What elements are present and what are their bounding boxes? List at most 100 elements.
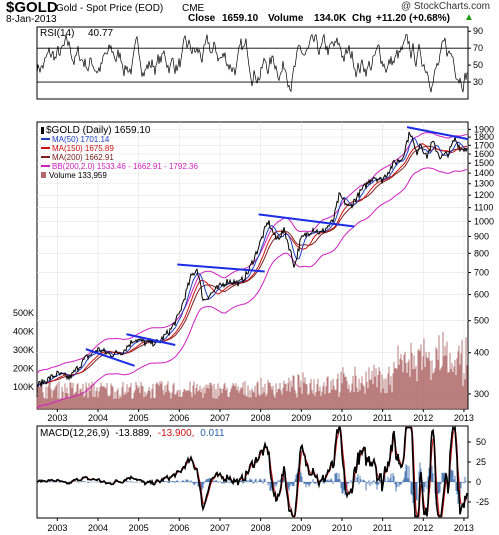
price-x-tick-label: 2008 — [251, 413, 271, 423]
price-x-axis: 2003 2004 2005 2006 2007 2008 2009 2010 2011 2012… — [47, 409, 474, 423]
chg-value: +11.20 (+0.68%) — [376, 13, 450, 24]
macd-x-tick-label: 2007 — [210, 523, 230, 533]
price-tick-label: 1700 — [474, 140, 494, 150]
macd-x-tick-label: 2008 — [251, 523, 271, 533]
rsi-y-axis: 90 70 50 30 — [468, 26, 483, 87]
price-tick-label: 400 — [474, 348, 489, 358]
macd-legend-value: -13.889, — [115, 428, 152, 439]
volume-tick-label: 500K — [13, 308, 34, 318]
macd-legend: MACD(12,26,9) -13.889, -13.900, 0.011 — [40, 428, 225, 439]
volume-bars — [36, 331, 468, 409]
price-x-tick-label: 2003 — [47, 413, 67, 423]
legend-swatch-volume — [41, 172, 46, 178]
legend-swatch-price — [41, 127, 44, 134]
price-line — [36, 131, 468, 388]
chg-label: Chg — [352, 13, 372, 24]
price-tick-label: 900 — [474, 231, 489, 241]
price-x-tick-label: 2004 — [88, 413, 108, 423]
ma200-line — [36, 145, 468, 388]
volume-tick-label: 200K — [13, 364, 34, 374]
macd-histogram — [37, 460, 467, 509]
macd-x-tick-label: 2009 — [291, 523, 311, 533]
price-tick-label: 600 — [474, 290, 489, 300]
trendline — [177, 263, 265, 273]
price-tick-label: 1100 — [474, 203, 493, 213]
macd-x-tick-label: 2011 — [373, 523, 392, 533]
legend-label-ma200: MA(200) 1662.91 — [52, 153, 114, 162]
macd-legend-label: MACD(12,26,9) — [40, 428, 109, 439]
price-x-tick-label: 2005 — [129, 413, 149, 423]
header-date: 8-Jan-2013 — [6, 14, 57, 25]
price-x-tick-label: 2007 — [210, 413, 230, 423]
legend-label-volume: Volume 133,959 — [49, 171, 107, 180]
macd-tick-label: 25 — [476, 457, 486, 467]
legend-label-bb: BB(200,2.0) 1533.46 - 1662.91 - 1792.36 — [52, 162, 198, 171]
chg-up-icon: ▲ — [464, 12, 474, 23]
chart-header: $GOLD Gold - Spot Price (EOD) CME @ Stoc… — [6, 0, 496, 25]
price-tick-label: 1600 — [474, 149, 494, 159]
macd-x-tick-label: 2010 — [332, 523, 352, 533]
watermark: @ StockCharts.com — [400, 1, 490, 12]
rsi-panel: 90 70 50 30 RSI(14) 40.77 — [36, 26, 483, 100]
price-tick-label: 1800 — [474, 132, 494, 142]
price-tick-label: 500 — [474, 316, 489, 326]
trendline — [406, 126, 469, 141]
macd-x-tick-label: 2005 — [129, 523, 149, 533]
macd-x-tick-label: 2013 — [454, 523, 474, 533]
trendline — [85, 348, 135, 367]
macd-panel: 50 25 0 -25 2003 2004 2005 2006 2007 2008 2009 201… — [36, 425, 489, 533]
macd-x-tick-label: 2006 — [169, 523, 189, 533]
symbol-title: $GOLD — [6, 0, 58, 16]
price-x-tick-label: 2010 — [332, 413, 352, 423]
close-label: Close — [188, 13, 216, 24]
volume-y-axis: 500K 400K 300K 200K 100K — [13, 308, 34, 392]
macd-y-axis: 50 25 0 -25 — [468, 437, 489, 507]
macd-tick-label: 50 — [476, 437, 486, 447]
trendline — [126, 333, 176, 346]
macd-tick-label: -25 — [476, 497, 489, 507]
legend-label-price: $GOLD (Daily) 1659.10 — [46, 125, 151, 136]
price-tick-label: 1200 — [474, 190, 494, 200]
price-tick-label: 700 — [474, 267, 489, 277]
price-x-tick-label: 2011 — [373, 413, 392, 423]
price-tick-label: 800 — [474, 248, 489, 258]
price-tick-label: 1400 — [474, 168, 494, 178]
macd-line — [36, 425, 468, 518]
price-tick-label: 1500 — [474, 158, 494, 168]
trendlines — [85, 126, 469, 367]
rsi-tick-label: 50 — [473, 60, 483, 70]
bb-lower-band — [36, 167, 468, 409]
macd-x-tick-label: 2003 — [47, 523, 67, 533]
rsi-tick-label: 70 — [473, 43, 483, 53]
macd-x-axis: 2003 2004 2005 2006 2007 2008 2009 2010 2011 2012… — [47, 518, 474, 533]
macd-tick-label: 0 — [476, 477, 481, 487]
price-x-tick-label: 2006 — [169, 413, 189, 423]
price-x-tick-label: 2012 — [413, 413, 433, 423]
rsi-tick-label: 90 — [473, 26, 483, 36]
rsi-tick-label: 30 — [473, 77, 483, 87]
legend-label-ma150: MA(150) 1675.89 — [52, 144, 114, 153]
rsi-legend-value: 40.77 — [88, 28, 113, 39]
exchange-label: CME — [182, 3, 205, 14]
macd-x-tick-label: 2004 — [88, 523, 108, 533]
volume-tick-label: 300K — [13, 345, 34, 355]
volume-tick-label: 400K — [13, 327, 34, 337]
rsi-line — [36, 33, 468, 93]
macd-x-tick-label: 2012 — [413, 523, 433, 533]
price-tick-label: 1000 — [474, 216, 494, 226]
rsi-legend-label: RSI(14) — [40, 28, 74, 39]
volume-tick-label: 100K — [13, 382, 34, 392]
volume-value: 134.0K — [314, 13, 347, 24]
instrument-name: Gold - Spot Price (EOD) — [56, 3, 164, 14]
trendline — [258, 213, 355, 228]
volume-label: Volume — [268, 13, 304, 24]
price-x-tick-label: 2009 — [291, 413, 311, 423]
price-tick-label: 1300 — [474, 179, 494, 189]
price-x-tick-label: 2013 — [454, 413, 474, 423]
macd-hist-value: 0.011 — [200, 428, 225, 439]
bb-upper-band — [36, 132, 468, 374]
